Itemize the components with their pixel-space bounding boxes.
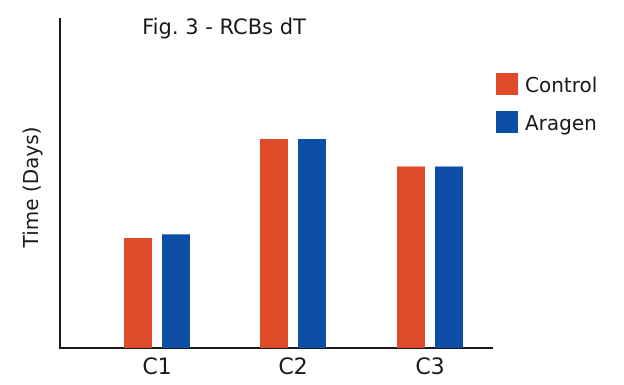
bar-aragen-c1 <box>162 234 190 348</box>
x-tick-label-c2: C2 <box>278 355 307 380</box>
x-tick-label-c3: C3 <box>415 355 444 380</box>
bar-control-c3 <box>397 166 425 348</box>
bars-layer <box>124 139 463 348</box>
chart-title: Fig. 3 - RCBs dT <box>142 15 306 39</box>
bar-control-c1 <box>124 238 152 348</box>
x-tick-labels: C1 C2 C3 <box>142 355 444 380</box>
y-axis-label: Time (Days) <box>19 127 43 249</box>
legend-label-aragen: Aragen <box>525 111 597 135</box>
legend: Control Aragen <box>496 73 597 135</box>
bar-aragen-c2 <box>298 139 326 348</box>
legend-label-control: Control <box>525 73 597 97</box>
legend-swatch-aragen <box>496 111 518 133</box>
x-tick-label-c1: C1 <box>142 355 171 380</box>
bar-control-c2 <box>260 139 288 348</box>
bar-aragen-c3 <box>435 166 463 348</box>
legend-swatch-control <box>496 73 518 95</box>
